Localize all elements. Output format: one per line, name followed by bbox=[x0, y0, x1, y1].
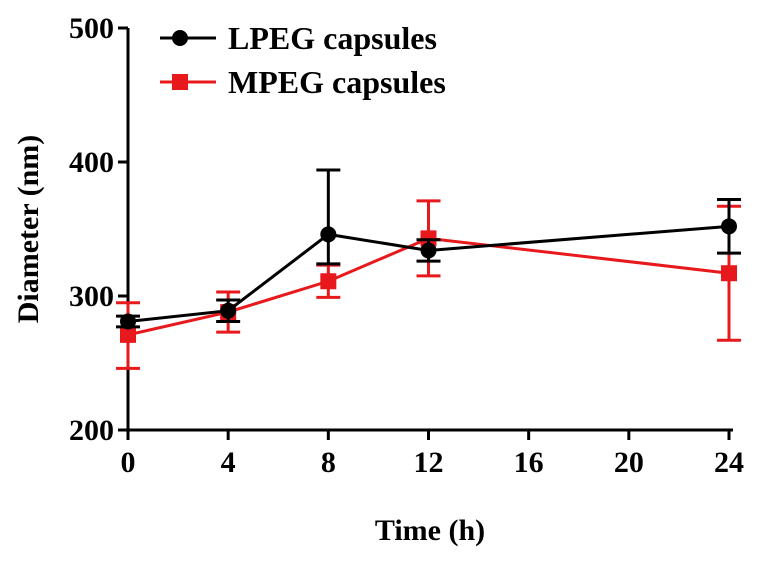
x-tick-label-4: 4 bbox=[221, 446, 236, 479]
legend-item-lpeg: LPEG capsules bbox=[160, 20, 437, 56]
ticks: 0 4 8 12 16 20 24 200 300 400 500 bbox=[69, 12, 744, 479]
x-tick-label-8: 8 bbox=[321, 446, 336, 479]
legend-item-mpeg: MPEG capsules bbox=[160, 64, 446, 100]
y-tick-label-300: 300 bbox=[69, 280, 114, 313]
x-tick-label-12: 12 bbox=[414, 446, 444, 479]
x-tick-label-0: 0 bbox=[121, 446, 136, 479]
y-tick-label-400: 400 bbox=[69, 146, 114, 179]
legend-label-lpeg: LPEG capsules bbox=[228, 20, 437, 56]
x-tick-label-16: 16 bbox=[514, 446, 544, 479]
legend-label-mpeg: MPEG capsules bbox=[228, 64, 446, 100]
legend-marker-mpeg bbox=[172, 74, 188, 90]
point-lpeg-4 bbox=[220, 302, 237, 319]
point-lpeg-12 bbox=[420, 242, 437, 259]
y-axis-title: Diameter (nm) bbox=[12, 135, 45, 324]
error-bar-lpeg-8 bbox=[316, 168, 341, 266]
x-tick-label-24: 24 bbox=[714, 446, 744, 479]
point-mpeg-24 bbox=[721, 265, 737, 282]
point-lpeg-8 bbox=[320, 226, 337, 243]
y-tick-label-200: 200 bbox=[69, 414, 114, 447]
legend-marker-lpeg bbox=[172, 30, 188, 46]
point-mpeg-8 bbox=[320, 273, 337, 290]
point-mpeg-0 bbox=[120, 326, 136, 343]
y-tick-label-500: 500 bbox=[69, 12, 114, 45]
x-axis-title: Time (h) bbox=[375, 514, 485, 547]
legend: LPEG capsules MPEG capsules bbox=[160, 20, 446, 100]
point-lpeg-24 bbox=[721, 218, 737, 235]
point-lpeg-0 bbox=[120, 313, 136, 330]
x-tick-label-20: 20 bbox=[614, 446, 644, 479]
series-layer bbox=[116, 168, 741, 370]
series-mpeg bbox=[116, 199, 741, 370]
series-lpeg bbox=[116, 168, 741, 330]
